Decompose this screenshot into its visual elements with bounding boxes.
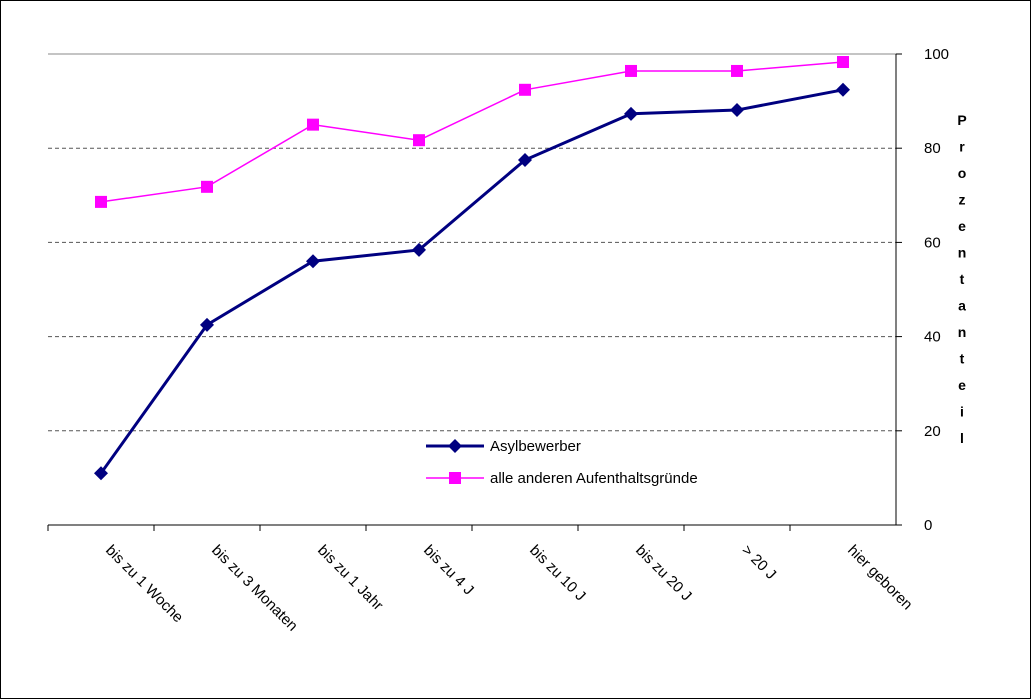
marker: [624, 106, 638, 121]
legend-label: alle anderen Aufenthaltsgründe: [490, 470, 698, 487]
marker: [625, 64, 637, 77]
marker: [731, 64, 743, 77]
marker: [518, 152, 532, 167]
marker: [200, 317, 214, 332]
y-axis-label: Prozentanteil: [954, 112, 970, 457]
marker: [448, 439, 462, 453]
y-tick-label: 60: [924, 234, 941, 251]
line: [100, 61, 844, 203]
y-tick-label: 0: [924, 517, 932, 534]
marker: [94, 466, 108, 481]
marker: [837, 56, 849, 69]
marker: [306, 254, 320, 269]
legend-label: Asylbewerber: [490, 438, 581, 455]
y-tick-label: 80: [924, 140, 941, 157]
marker: [201, 180, 213, 193]
marker: [413, 134, 425, 147]
marker: [519, 83, 531, 96]
marker: [412, 242, 426, 257]
y-tick-label: 100: [924, 46, 949, 63]
marker: [307, 118, 319, 131]
marker: [730, 103, 744, 118]
line: [99, 88, 844, 475]
marker: [836, 82, 850, 97]
marker: [95, 195, 107, 208]
marker: [449, 472, 461, 484]
y-tick-label: 40: [924, 329, 941, 346]
y-tick-label: 20: [924, 423, 941, 440]
